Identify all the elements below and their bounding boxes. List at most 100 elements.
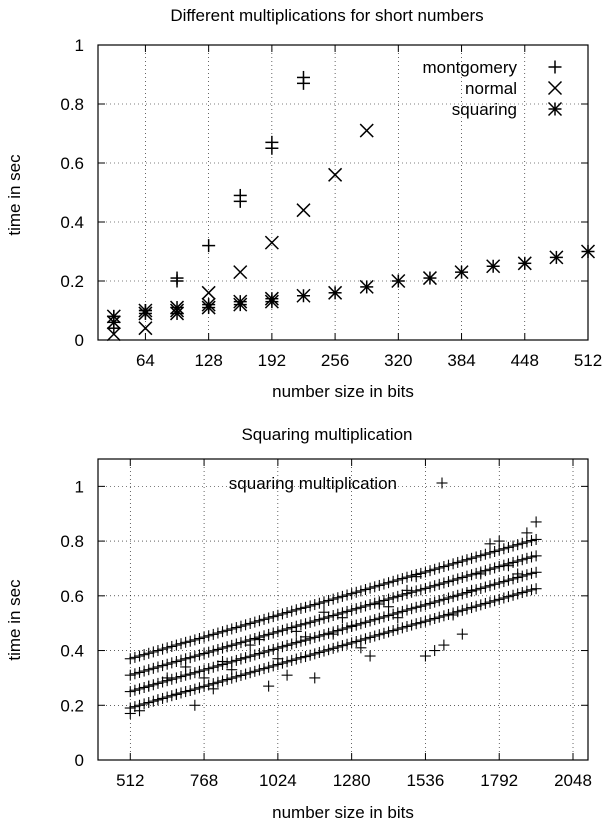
y-tick-label: 0.2 [60, 272, 84, 291]
data-point [359, 584, 371, 596]
data-point [253, 664, 265, 676]
data-point [198, 631, 210, 643]
data-point [373, 629, 385, 641]
data-point [355, 642, 367, 654]
data-point [327, 593, 339, 605]
data-point [309, 599, 321, 611]
data-point [226, 664, 238, 676]
tick-labels: 512 768 1024 1280 1536 1792 2048 0 0.2 0.4 0.6 0.8 1 [60, 477, 592, 790]
data-point [484, 580, 496, 592]
data-point [309, 615, 321, 627]
data-point [346, 637, 358, 649]
data-point [383, 626, 395, 638]
data-point [258, 663, 270, 675]
data-point [359, 123, 374, 138]
data-point [350, 586, 362, 598]
data-point [300, 651, 312, 663]
data-point [249, 649, 261, 661]
data-point [152, 645, 164, 657]
data-point [493, 577, 505, 589]
data-point [452, 556, 464, 568]
data-point [318, 629, 330, 641]
data-point [201, 285, 216, 300]
series-squaring-multiplication [124, 516, 542, 719]
data-point [180, 686, 192, 698]
data-point [512, 539, 524, 551]
data-point [193, 665, 205, 677]
y-tick-label: 0.4 [60, 213, 84, 232]
data-point [387, 575, 399, 587]
data-point [212, 676, 224, 688]
data-point [309, 672, 321, 684]
data-point [207, 628, 219, 640]
data-point [276, 657, 288, 669]
data-point [438, 577, 450, 589]
data-point [396, 605, 408, 617]
data-point [161, 658, 173, 670]
data-point [276, 608, 288, 620]
data-point [300, 601, 312, 613]
data-point [392, 590, 404, 602]
data-point [502, 541, 514, 553]
data-point [313, 630, 325, 642]
data-point [313, 614, 325, 626]
data-point [253, 634, 265, 646]
chart-title: Different multiplications for short numb… [170, 6, 483, 25]
data-point [332, 641, 344, 653]
data-point [124, 707, 136, 719]
data-point [230, 654, 242, 666]
legend-marker [547, 80, 563, 96]
data-point [484, 538, 496, 550]
data-point [212, 643, 224, 655]
data-point [475, 568, 487, 580]
data-point [323, 594, 335, 606]
data-point [521, 552, 533, 564]
data-point [521, 585, 533, 597]
data-point [304, 600, 316, 612]
data-point [226, 639, 238, 651]
data-point [184, 635, 196, 647]
gridlines [98, 459, 588, 761]
data-point [263, 628, 275, 640]
data-point [359, 600, 371, 612]
data-point [134, 650, 146, 662]
data-point [456, 628, 468, 640]
data-point [235, 637, 247, 649]
data-point [147, 679, 159, 691]
data-point [124, 669, 136, 681]
data-point [202, 239, 216, 253]
data-point [438, 639, 450, 651]
data-point [184, 684, 196, 696]
plot-frame [97, 458, 589, 761]
data-point [230, 638, 242, 650]
data-point [410, 571, 422, 583]
data-point [392, 574, 404, 586]
data-point [466, 569, 478, 581]
data-point [175, 687, 187, 699]
data-point [157, 692, 169, 704]
y-axis-label: time in sec [5, 579, 24, 661]
data-point [106, 327, 121, 342]
data-point [180, 636, 192, 648]
data-point [281, 607, 293, 619]
data-point [517, 256, 532, 271]
data-point [193, 633, 205, 645]
data-point [461, 587, 473, 599]
legend-marker [547, 101, 563, 117]
data-point [396, 622, 408, 634]
data-points [124, 516, 542, 719]
data-point [170, 271, 184, 285]
data-point [170, 655, 182, 667]
data-point [456, 588, 468, 600]
data-point [198, 672, 210, 684]
data-point [419, 566, 431, 578]
series-squaring [106, 244, 596, 330]
data-point [401, 604, 413, 616]
data-point [433, 595, 445, 607]
data-point [290, 625, 302, 637]
data-point [161, 672, 173, 684]
data-point [507, 573, 519, 585]
data-point [152, 661, 164, 673]
tick-marks [98, 44, 589, 341]
data-point [355, 618, 367, 630]
